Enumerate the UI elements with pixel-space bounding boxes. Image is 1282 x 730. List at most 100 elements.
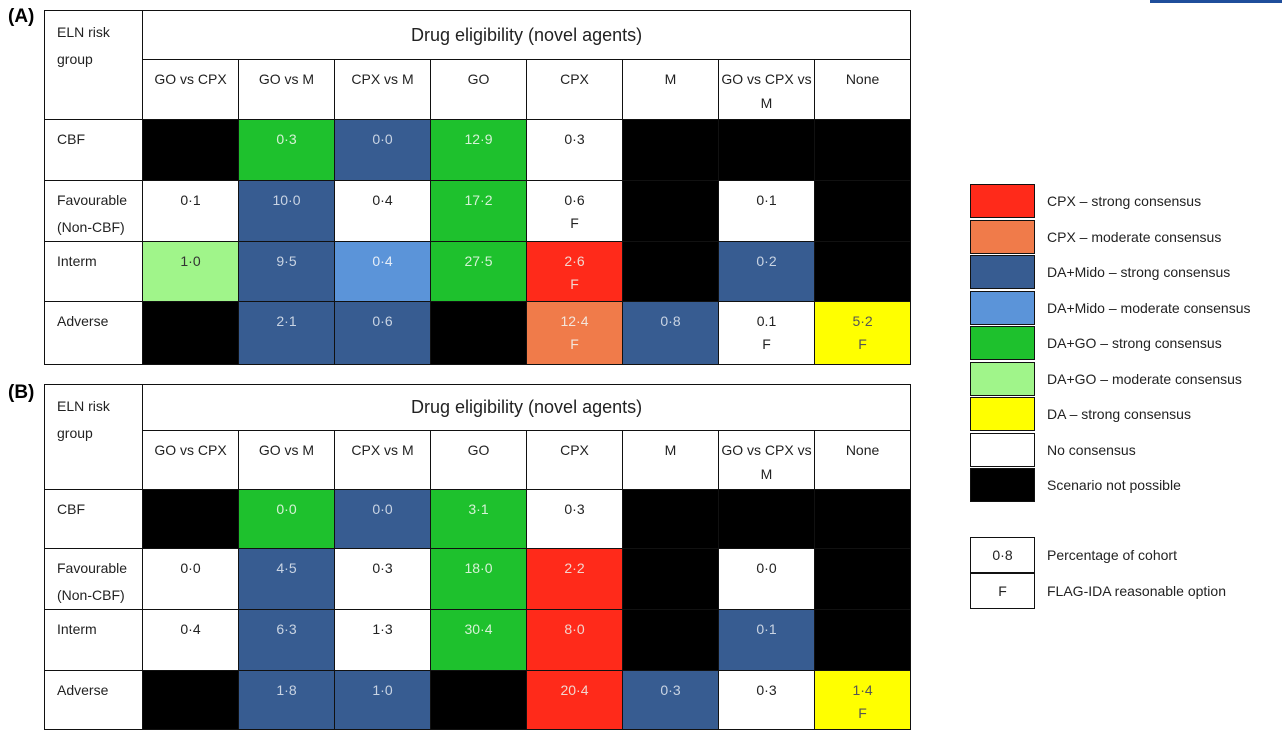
table-cell: 0·0 xyxy=(334,119,431,181)
legend-item: DA – strong consensus xyxy=(970,396,1191,432)
cell-percentage: 1·8 xyxy=(276,682,297,698)
risk-group-label: Adverse xyxy=(44,301,143,365)
col-header: CPX xyxy=(526,430,623,490)
legend-item: No consensus xyxy=(970,432,1136,468)
risk-group-label: Interm xyxy=(44,609,143,671)
table-row: Interm 0·4 6·3 1·3 30·4 8·0 0·1 xyxy=(44,609,912,671)
table-cell xyxy=(718,489,815,549)
cell-percentage: 1·0 xyxy=(180,253,201,269)
panel-b-table: ELN risk group Drug eligibility (novel a… xyxy=(44,384,912,730)
col-header: GO vs M xyxy=(238,430,335,490)
table-row: Adverse 1·8 1·0 20·4 0·3 0·3 1·4 F xyxy=(44,670,912,730)
table-cell: 0·1 xyxy=(718,180,815,242)
table-row: Adverse 2·1 0·6 12·4 F 0·8 0.1 F 5·2 F xyxy=(44,301,912,365)
key-percentage: 0·8 Percentage of cohort xyxy=(970,537,1177,573)
legend-label: CPX – strong consensus xyxy=(1047,193,1202,209)
col-header: GO vs CPX vs M xyxy=(718,59,815,120)
table-row: CBF 0·3 0·0 12·9 0·3 xyxy=(44,119,912,181)
cell-percentage: 0·6 xyxy=(564,192,585,208)
legend-label: DA – strong consensus xyxy=(1047,406,1191,422)
top-accent-bar xyxy=(1150,0,1282,3)
col-header: GO vs CPX xyxy=(142,430,239,490)
cell-percentage: 0·0 xyxy=(180,560,201,576)
table-cell: 0·4 xyxy=(334,241,431,302)
cell-percentage: 3·1 xyxy=(468,501,489,517)
cell-percentage: 0.1 xyxy=(756,313,777,329)
table-cell xyxy=(813,180,912,242)
legend-swatch xyxy=(970,291,1035,325)
cell-flag-marker: F xyxy=(570,336,579,352)
cell-percentage: 0·3 xyxy=(564,501,585,517)
legend-swatch xyxy=(970,184,1035,218)
cell-percentage: 0·0 xyxy=(372,131,393,147)
cell-percentage: 10·0 xyxy=(272,192,301,208)
legend-item: DA+GO – moderate consensus xyxy=(970,361,1242,397)
legend-label: No consensus xyxy=(1047,442,1136,458)
table-cell xyxy=(813,548,912,610)
table-cell: 2·2 xyxy=(526,548,623,610)
cell-percentage: 0·1 xyxy=(180,192,201,208)
col-header: GO xyxy=(430,430,527,490)
col-header: M xyxy=(622,59,719,120)
table-cell: 0·6 F xyxy=(526,180,623,242)
cell-percentage: 17·2 xyxy=(464,192,493,208)
table-cell: 27·5 xyxy=(430,241,527,302)
table-cell: 0·4 xyxy=(334,180,431,242)
table-cell xyxy=(718,119,815,181)
table-cell: 0·0 xyxy=(718,548,815,610)
column-header-row: GO vs CPX GO vs M CPX vs M GO CPX M GO v… xyxy=(45,430,912,490)
table-cell xyxy=(622,548,719,610)
legend-label: DA+GO – strong consensus xyxy=(1047,335,1222,351)
cell-percentage: 1·0 xyxy=(372,682,393,698)
legend-swatch xyxy=(970,397,1035,431)
table-cell: 0·4 xyxy=(142,609,239,671)
table-cell: 12·9 xyxy=(430,119,527,181)
cell-percentage: 0·1 xyxy=(756,621,777,637)
cell-percentage: 27·5 xyxy=(464,253,493,269)
panel-b-label: (B) xyxy=(8,382,35,403)
cell-flag-marker: F xyxy=(762,336,771,352)
table-cell: 0·8 xyxy=(622,301,719,365)
table-cell xyxy=(813,119,912,181)
table-cell: 2·6 F xyxy=(526,241,623,302)
table-cell: 12·4 F xyxy=(526,301,623,365)
table-cell xyxy=(622,489,719,549)
table-cell xyxy=(142,301,239,365)
cell-percentage: 0·3 xyxy=(660,682,681,698)
key-label: FLAG-IDA reasonable option xyxy=(1047,583,1226,599)
cell-percentage: 0·3 xyxy=(756,682,777,698)
table-cell xyxy=(813,489,912,549)
table-cell: 10·0 xyxy=(238,180,335,242)
table-cell: 5·2 F xyxy=(813,301,912,365)
risk-group-header: ELN risk group xyxy=(44,384,143,490)
cell-percentage: 1·3 xyxy=(372,621,393,637)
col-header: CPX vs M xyxy=(334,430,431,490)
legend-label: CPX – moderate consensus xyxy=(1047,229,1222,245)
table-cell xyxy=(430,670,527,730)
cell-percentage: 0·4 xyxy=(372,192,393,208)
cell-percentage: 4·5 xyxy=(276,560,297,576)
legend-item: DA+GO – strong consensus xyxy=(970,325,1222,361)
cell-flag-marker: F xyxy=(858,705,867,721)
col-header: None xyxy=(813,59,912,120)
table-row: CBF 0·0 0·0 3·1 0·3 xyxy=(44,489,912,549)
legend-swatch xyxy=(970,326,1035,360)
table-row: Interm 1·0 9·5 0·4 27·5 2·6 F 0·2 xyxy=(44,241,912,302)
legend-label: DA+GO – moderate consensus xyxy=(1047,371,1242,387)
cell-percentage: 8·0 xyxy=(564,621,585,637)
cell-percentage: 0·0 xyxy=(372,501,393,517)
risk-group-label: Favourable (Non-CBF) xyxy=(44,548,143,610)
cell-percentage: 0·4 xyxy=(180,621,201,637)
risk-group-label: Interm xyxy=(44,241,143,302)
table-cell: 30·4 xyxy=(430,609,527,671)
cell-percentage: 12·9 xyxy=(464,131,493,147)
panel-a-table: ELN risk group Drug eligibility (novel a… xyxy=(44,10,912,365)
legend-label: DA+Mido – strong consensus xyxy=(1047,264,1231,280)
cell-percentage: 1·4 xyxy=(852,682,873,698)
cell-percentage: 2·6 xyxy=(564,253,585,269)
legend-swatch xyxy=(970,362,1035,396)
table-cell: 0·0 xyxy=(334,489,431,549)
col-header: GO vs CPX vs M xyxy=(718,430,815,490)
cell-percentage: 0·0 xyxy=(276,501,297,517)
legend-label: Scenario not possible xyxy=(1047,477,1181,493)
